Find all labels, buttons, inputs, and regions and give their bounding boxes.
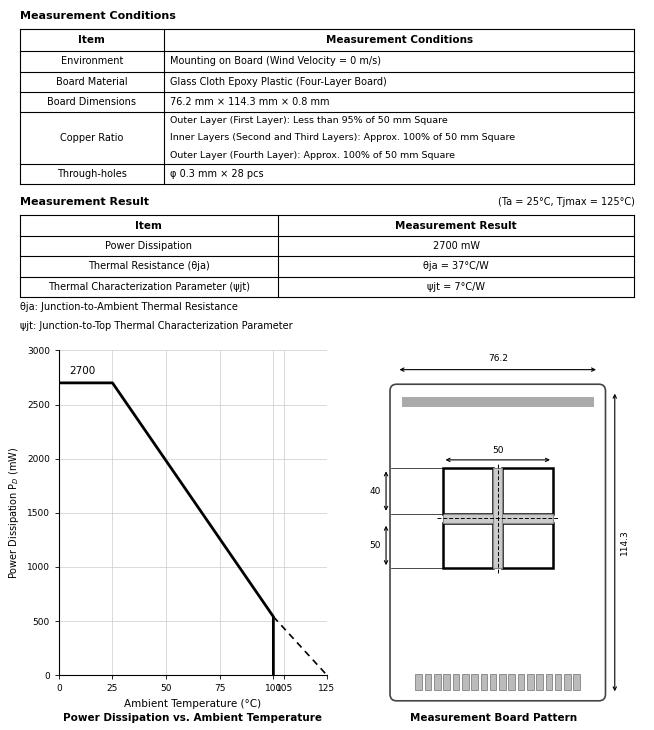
Bar (502, 469, 553, 514)
Bar (490, 675, 496, 690)
Text: Measurement Conditions: Measurement Conditions (326, 35, 473, 45)
Text: 76.2: 76.2 (488, 354, 508, 363)
Text: Copper Ratio: Copper Ratio (60, 133, 124, 143)
Text: Glass Cloth Epoxy Plastic (Four-Layer Board): Glass Cloth Epoxy Plastic (Four-Layer Bo… (170, 77, 387, 87)
Bar (493, 469, 502, 568)
Bar (555, 675, 561, 690)
Bar (508, 675, 515, 690)
Text: Power Dissipation vs. Ambient Temperature: Power Dissipation vs. Ambient Temperatur… (63, 712, 322, 723)
Text: Thermal Resistance (θja): Thermal Resistance (θja) (88, 261, 209, 272)
Text: 76.2 mm × 114.3 mm × 0.8 mm: 76.2 mm × 114.3 mm × 0.8 mm (170, 97, 330, 107)
Y-axis label: Power Dissipation P$_D$ (mW): Power Dissipation P$_D$ (mW) (7, 447, 22, 579)
Text: 114.3: 114.3 (620, 530, 629, 556)
Text: Mounting on Board (Wind Velocity = 0 m/s): Mounting on Board (Wind Velocity = 0 m/s… (170, 56, 381, 66)
Text: Outer Layer (Fourth Layer): Approx. 100% of 50 mm Square: Outer Layer (Fourth Layer): Approx. 100%… (170, 150, 455, 159)
Bar (574, 675, 580, 690)
Bar (536, 675, 543, 690)
Bar (434, 675, 441, 690)
Text: 2700 mW: 2700 mW (432, 241, 479, 251)
Text: Measurement Board Pattern: Measurement Board Pattern (410, 712, 577, 723)
Text: Environment: Environment (61, 56, 123, 66)
Text: ψjt: Junction-to-Top Thermal Characterization Parameter: ψjt: Junction-to-Top Thermal Characteriz… (20, 321, 292, 331)
Text: Through-holes: Through-holes (57, 169, 127, 179)
Text: 50: 50 (492, 445, 504, 455)
Bar (443, 675, 450, 690)
Text: φ 0.3 mm × 28 pcs: φ 0.3 mm × 28 pcs (170, 169, 264, 179)
Bar (415, 675, 422, 690)
Bar (481, 675, 487, 690)
Bar (545, 675, 552, 690)
Text: θja: Junction-to-Ambient Thermal Resistance: θja: Junction-to-Ambient Thermal Resista… (20, 302, 237, 312)
Bar (527, 675, 534, 690)
Text: Measurement Conditions: Measurement Conditions (20, 11, 175, 21)
FancyBboxPatch shape (390, 384, 606, 701)
Bar (518, 675, 525, 690)
Text: θja = 37°C/W: θja = 37°C/W (423, 261, 489, 272)
X-axis label: Ambient Temperature (°C): Ambient Temperature (°C) (124, 699, 262, 709)
Text: Measurement Result: Measurement Result (395, 220, 517, 231)
Text: Item: Item (135, 220, 162, 231)
Bar (472, 675, 478, 690)
Bar (425, 675, 432, 690)
Bar (564, 675, 571, 690)
Text: Power Dissipation: Power Dissipation (105, 241, 192, 251)
Bar (443, 469, 493, 514)
Bar (499, 675, 506, 690)
Text: Measurement Result: Measurement Result (20, 197, 148, 207)
Text: 40: 40 (370, 487, 381, 496)
Text: Board Dimensions: Board Dimensions (47, 97, 136, 107)
Text: (Ta = 25°C, Tjmax = 125°C): (Ta = 25°C, Tjmax = 125°C) (498, 197, 634, 207)
Text: 50: 50 (370, 541, 381, 550)
Bar (402, 398, 594, 407)
Text: ψjt = 7°C/W: ψjt = 7°C/W (427, 282, 485, 292)
Bar (502, 523, 553, 568)
Text: Thermal Characterization Parameter (ψjt): Thermal Characterization Parameter (ψjt) (48, 282, 250, 292)
Text: Outer Layer (First Layer): Less than 95% of 50 mm Square: Outer Layer (First Layer): Less than 95%… (170, 117, 448, 126)
Text: 2700: 2700 (69, 366, 96, 376)
Text: Item: Item (78, 35, 105, 45)
Bar (443, 523, 493, 568)
Bar (453, 675, 459, 690)
Bar (462, 675, 468, 690)
Text: Board Material: Board Material (56, 77, 128, 87)
Text: Inner Layers (Second and Third Layers): Approx. 100% of 50 mm Square: Inner Layers (Second and Third Layers): … (170, 134, 515, 142)
Bar (443, 514, 553, 523)
